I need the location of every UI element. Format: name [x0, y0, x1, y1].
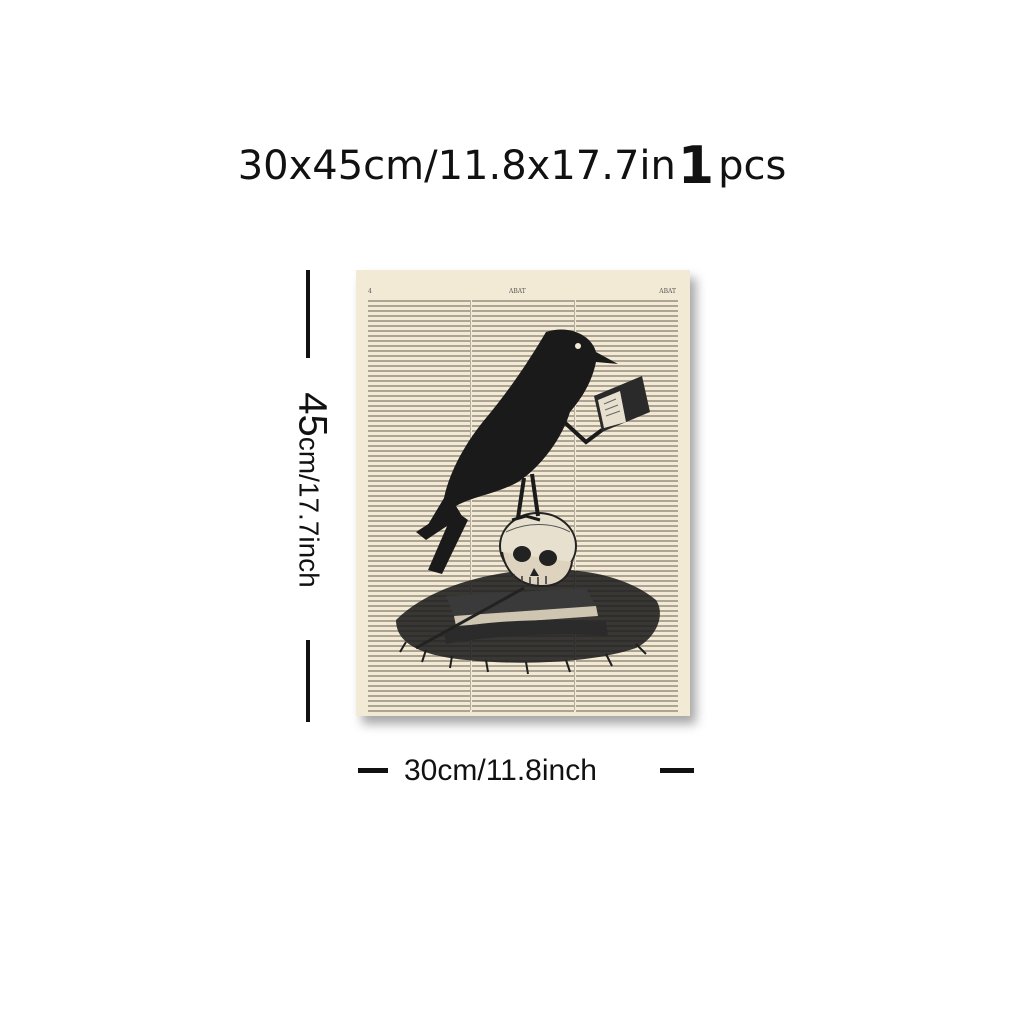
small-book — [594, 376, 650, 432]
product-size-headline: 30x45cm/11.8x17.7in1 pcs — [0, 136, 1024, 196]
quantity-unit: pcs — [718, 143, 787, 189]
running-head-center: ABAT — [509, 288, 526, 295]
column-divider — [470, 300, 471, 710]
page-number: 4 — [368, 288, 372, 295]
height-dimension-line-bottom — [306, 640, 310, 722]
size-text: 30x45cm/11.8x17.7in — [237, 143, 676, 189]
column-divider — [574, 300, 575, 710]
height-unit: cm/17.7inch — [293, 436, 325, 588]
crow-illustration — [396, 329, 660, 675]
running-head-right: ABAT — [659, 288, 676, 295]
quantity-number: 1 — [677, 136, 715, 196]
dictionary-running-head: 4 ABAT ABAT — [356, 288, 690, 298]
width-dimension-line-right — [660, 768, 694, 773]
width-dimension-line-left — [358, 768, 388, 773]
height-dimension-label: 45cm/17.7inch — [290, 392, 335, 587]
dictionary-page-background: 4 ABAT ABAT — [356, 270, 690, 716]
height-value: 45 — [290, 392, 335, 437]
height-dimension-line-top — [306, 270, 310, 358]
quill-pen — [415, 586, 525, 650]
crow — [416, 329, 618, 574]
poster-canvas: 4 ABAT ABAT — [356, 270, 690, 716]
width-dimension-label: 30cm/11.8inch — [404, 754, 597, 787]
